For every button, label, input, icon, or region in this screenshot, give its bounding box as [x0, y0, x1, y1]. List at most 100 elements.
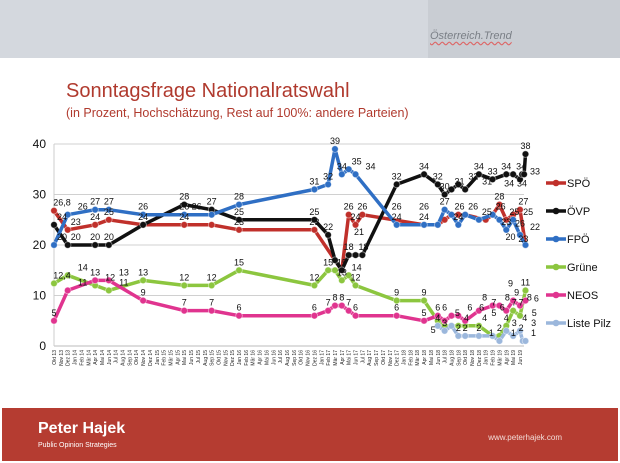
- data-label: 6: [435, 303, 440, 313]
- data-label: 9: [514, 288, 519, 298]
- data-point: [50, 279, 58, 288]
- data-point: [488, 210, 497, 219]
- x-tick-label: Jan 16: [237, 350, 243, 365]
- footer-bar: Peter Hajek Public Opinion Strategies ww…: [2, 408, 618, 461]
- data-label: 27: [440, 197, 450, 207]
- data-point: [91, 221, 99, 229]
- data-label: 6: [394, 303, 399, 313]
- data-label: 25: [104, 207, 114, 217]
- data-label: 4: [435, 313, 440, 323]
- data-point: [207, 221, 216, 229]
- data-label: 28: [179, 192, 189, 202]
- x-tick-label: Feb 14: [79, 350, 85, 366]
- legend-label: Grüne: [567, 262, 598, 274]
- legend-swatch-marker: [552, 179, 560, 187]
- data-label: 38: [520, 141, 530, 151]
- x-tick-label: Okt 16: [299, 350, 305, 365]
- data-label: 21: [354, 227, 364, 237]
- data-point: [64, 210, 72, 219]
- data-point: [454, 332, 463, 340]
- data-label: 7: [491, 298, 496, 308]
- data-point: [351, 281, 360, 290]
- data-point: [521, 337, 530, 345]
- data-label: 12: [351, 272, 361, 282]
- data-point: [358, 251, 367, 259]
- data-point: [475, 332, 483, 340]
- x-tick-label: Apr 15: [175, 350, 181, 365]
- data-label: 25: [309, 207, 319, 217]
- x-tick-label: Dez 17: [395, 350, 401, 366]
- data-point: [338, 301, 346, 310]
- data-point: [434, 312, 442, 320]
- footer-url[interactable]: www.peterhajek.com: [488, 433, 562, 442]
- legend-swatch-marker: [552, 263, 560, 271]
- data-point: [440, 317, 449, 325]
- data-label: 13: [119, 267, 129, 277]
- legend-label: NEOS: [567, 290, 598, 302]
- data-point: [310, 216, 319, 224]
- x-tick-label: Okt 13: [52, 350, 58, 365]
- data-point: [64, 241, 72, 249]
- data-point: [310, 312, 319, 320]
- data-label: 34: [517, 178, 527, 188]
- data-label: 26: [192, 202, 202, 212]
- data-label: 7: [346, 298, 351, 308]
- data-label: 18: [359, 242, 369, 252]
- data-point: [207, 281, 216, 290]
- data-label: 34: [419, 161, 429, 171]
- data-label: 20: [104, 232, 114, 242]
- brand-box: [428, 0, 620, 58]
- data-point: [324, 180, 332, 189]
- x-tick-label: Okt 18: [463, 350, 469, 365]
- data-label: 4: [522, 313, 527, 323]
- data-point: [521, 241, 530, 249]
- data-point: [447, 322, 456, 330]
- data-label: 24: [179, 212, 189, 222]
- legend-label: ÖVP: [567, 206, 590, 218]
- data-point: [475, 170, 483, 178]
- data-point: [50, 221, 58, 229]
- x-tick-label: Apr 18: [422, 350, 428, 365]
- data-point: [420, 296, 428, 305]
- x-tick-label: Okt 14: [134, 350, 140, 365]
- data-label: 20: [57, 232, 67, 242]
- data-point: [351, 221, 360, 229]
- data-point: [516, 327, 524, 335]
- data-point: [351, 251, 360, 259]
- x-tick-label: Feb 15: [162, 350, 168, 366]
- data-point: [521, 296, 530, 305]
- data-label: 39: [330, 136, 340, 146]
- data-label: 2: [456, 323, 461, 333]
- data-point: [344, 165, 353, 173]
- data-label: 6: [500, 303, 505, 313]
- data-label: 12: [309, 272, 319, 282]
- data-label: 6: [312, 303, 317, 313]
- data-label: 23: [71, 217, 81, 227]
- data-label: 9: [394, 288, 399, 298]
- x-tick-label: Aug 17: [367, 350, 373, 366]
- data-label: 34: [474, 161, 484, 171]
- data-label: 20: [71, 232, 81, 242]
- data-point: [64, 271, 72, 279]
- data-point: [495, 200, 504, 209]
- data-point: [180, 281, 188, 290]
- data-point: [235, 226, 243, 234]
- data-point: [351, 312, 360, 320]
- x-tick-label: Jul 16: [278, 350, 284, 364]
- x-tick-label: Sep 16: [292, 350, 298, 366]
- data-label: 2: [519, 323, 524, 333]
- x-tick-label: Jul 17: [360, 350, 366, 364]
- data-label: 26: [78, 202, 88, 212]
- data-point: [475, 322, 483, 330]
- data-label: 20: [90, 232, 100, 242]
- data-label: 6: [467, 303, 472, 313]
- data-point: [495, 216, 504, 224]
- data-label: 26: [454, 202, 464, 212]
- data-point: [447, 185, 456, 194]
- data-label: 24: [57, 212, 67, 222]
- x-tick-label: Nov 16: [306, 350, 312, 366]
- data-label: 5: [455, 308, 460, 318]
- y-tick-label: 30: [33, 188, 47, 202]
- data-point: [420, 317, 428, 325]
